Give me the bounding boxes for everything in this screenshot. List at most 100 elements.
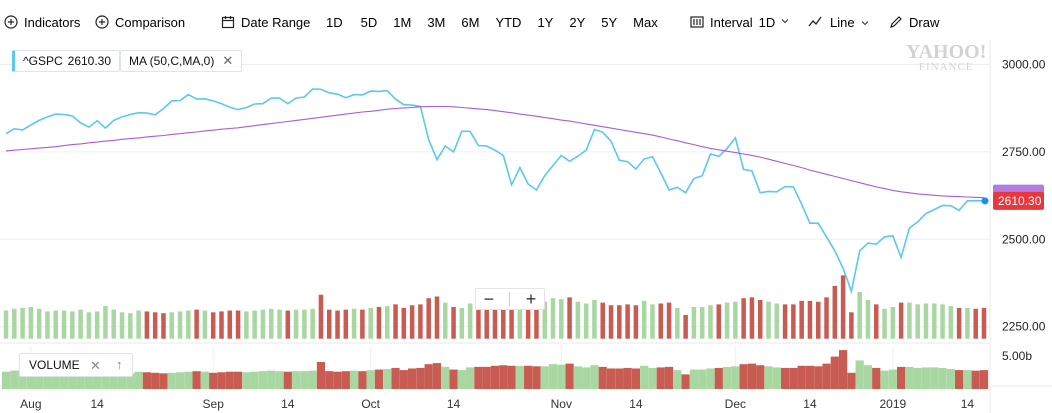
volume-bar-85 xyxy=(706,368,715,389)
volume-bar-main-29 xyxy=(244,311,249,339)
interval-value: 1D xyxy=(758,14,776,30)
volume-bar-main-28 xyxy=(235,310,241,339)
volume-bar-118 xyxy=(979,370,989,389)
volume-bar-110 xyxy=(913,367,922,389)
range-5y[interactable]: 5Y xyxy=(601,14,618,30)
volume-bar-main-91 xyxy=(757,299,763,339)
volume-bar-main-51 xyxy=(426,298,431,339)
volume-bar-main-98 xyxy=(815,301,821,339)
volume-bar-69 xyxy=(573,366,582,389)
volume-bar-main-39 xyxy=(326,309,332,339)
volume-bar-9 xyxy=(76,371,85,389)
volume-bar-main-106 xyxy=(882,308,887,339)
volume-bar-main-37 xyxy=(310,308,315,339)
volume-bar-64 xyxy=(532,366,541,389)
close-icon[interactable]: ✕ xyxy=(222,53,234,68)
yahoo-finance-logo: YAHOO! FINANCE xyxy=(906,42,986,73)
volume-bar-main-110 xyxy=(915,304,920,339)
range-1y[interactable]: 1Y xyxy=(537,14,554,30)
draw-button[interactable]: Draw xyxy=(889,15,939,30)
interval-dropdown[interactable]: Interval 1D xyxy=(690,15,789,30)
volume-bar-51 xyxy=(424,364,433,389)
volume-bar-0 xyxy=(1,371,11,389)
date-range-button[interactable]: Date Range xyxy=(221,15,310,30)
x-tick-label-5: 14 xyxy=(447,397,461,411)
price-chart[interactable]: 3000.00 2750.00 2500.00 2250.00 5.00b 2610.30… xyxy=(0,40,1052,413)
volume-bar-main-9 xyxy=(78,309,83,339)
x-tick-label-3: 14 xyxy=(281,397,295,411)
volume-bar-79 xyxy=(656,367,665,389)
volume-bar-main-90 xyxy=(749,297,755,339)
volume-bar-59 xyxy=(490,365,500,389)
close-icon[interactable]: ✕ xyxy=(90,358,101,373)
candle-icon xyxy=(690,15,704,29)
volume-bar-main-60 xyxy=(501,299,506,339)
volume-bar-105 xyxy=(872,367,881,389)
comparison-button[interactable]: Comparison xyxy=(95,15,185,30)
volume-bar-main-21 xyxy=(177,311,183,339)
interval-label: Interval xyxy=(710,14,753,30)
volume-bar-main-96 xyxy=(799,300,804,339)
volume-bar-57 xyxy=(474,366,483,389)
volume-panel-label[interactable]: VOLUME ✕ ↑ xyxy=(19,353,133,377)
x-tick-label-6: Nov xyxy=(551,397,572,411)
volume-bar-main-40 xyxy=(335,310,340,339)
volume-bar-66 xyxy=(548,364,558,389)
chevron-down-icon xyxy=(781,17,789,27)
range-max[interactable]: Max xyxy=(633,14,658,30)
volume-bar-50 xyxy=(416,367,425,389)
volume-bar-main-52 xyxy=(434,296,440,339)
symbol-legend[interactable]: ^GSPC 2610.30 xyxy=(12,50,121,72)
volume-label: VOLUME xyxy=(29,358,80,372)
volume-bar-96 xyxy=(797,365,806,389)
range-3m[interactable]: 3M xyxy=(427,14,446,30)
ma-label: MA (50,C,MA,0) xyxy=(129,54,215,68)
volume-bar-main-31 xyxy=(260,309,266,339)
volume-bar-main-88 xyxy=(733,301,738,339)
range-1m[interactable]: 1M xyxy=(393,14,412,30)
volume-bar-95 xyxy=(789,367,798,389)
volume-bar-main-99 xyxy=(824,297,829,339)
volume-bar-main-14 xyxy=(119,312,125,339)
volume-bar-86 xyxy=(714,367,723,389)
zoom-control: − + xyxy=(475,288,545,310)
volume-bar-main-82 xyxy=(683,314,688,339)
volume-bar-65 xyxy=(540,366,549,389)
volume-bar-main-87 xyxy=(724,302,730,339)
plus-circle-icon xyxy=(4,15,18,29)
zoom-out-button[interactable]: − xyxy=(483,288,495,309)
volume-bar-main-47 xyxy=(393,304,398,339)
range-2y[interactable]: 2Y xyxy=(569,14,586,30)
volume-bar-main-23 xyxy=(194,309,199,339)
ma-legend[interactable]: MA (50,C,MA,0) ✕ xyxy=(120,50,243,72)
volume-bar-55 xyxy=(457,370,466,389)
indicators-button[interactable]: Indicators xyxy=(4,15,80,30)
volume-bar-52 xyxy=(432,363,442,389)
volume-bar-main-7 xyxy=(61,310,67,339)
range-5d[interactable]: 5D xyxy=(360,14,378,30)
range-1d[interactable]: 1D xyxy=(326,14,343,30)
volume-bar-17 xyxy=(142,372,152,389)
volume-bar-main-11 xyxy=(94,311,100,339)
range-ytd[interactable]: YTD xyxy=(495,14,522,30)
logo-line-1: YAHOO! xyxy=(906,41,987,63)
volume-bar-main-61 xyxy=(509,300,514,339)
volume-bar-main-54 xyxy=(451,307,456,339)
range-selector: 1D 5D 1M 3M 6M YTD 1Y 2Y 5Y Max xyxy=(326,15,658,30)
volume-bar-39 xyxy=(325,371,334,389)
volume-bar-112 xyxy=(930,367,939,389)
volume-bar-main-95 xyxy=(791,304,796,339)
volume-bar-main-105 xyxy=(873,304,879,339)
volume-bar-1 xyxy=(10,370,19,389)
volume-bar-main-44 xyxy=(368,307,373,339)
chart-type-dropdown[interactable]: Line xyxy=(808,15,869,30)
volume-bar-111 xyxy=(921,367,931,389)
arrow-up-icon[interactable]: ↑ xyxy=(116,357,123,372)
zoom-in-button[interactable]: + xyxy=(525,288,537,309)
volume-bar-13 xyxy=(109,371,118,389)
volume-bar-main-2 xyxy=(20,307,25,339)
volume-bar-main-112 xyxy=(932,303,937,339)
volume-bar-main-36 xyxy=(302,309,307,339)
range-6m[interactable]: 6M xyxy=(461,14,480,30)
volume-bar-main-17 xyxy=(144,311,150,339)
